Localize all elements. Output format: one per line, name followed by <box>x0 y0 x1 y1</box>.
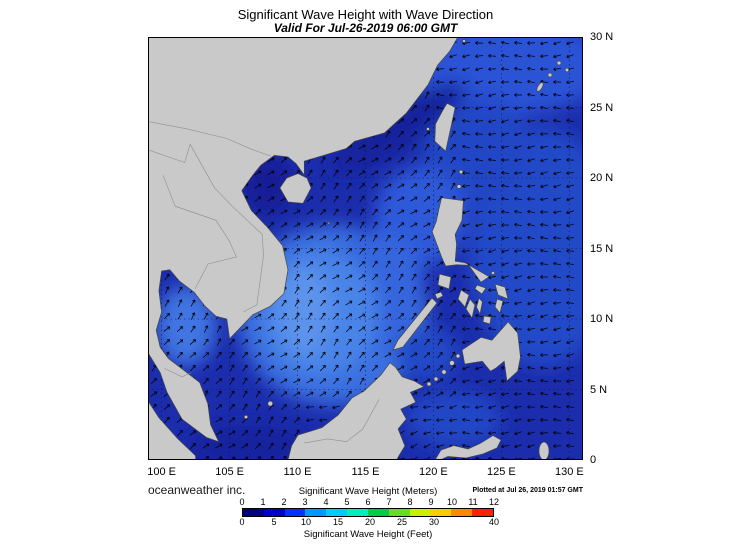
island-sulu-2 <box>433 376 439 382</box>
map-frame <box>148 37 583 460</box>
colorbar-segment <box>263 509 285 516</box>
legend-meters-ticks: 0 1 2 3 4 5 6 7 8 9 10 11 12 <box>239 497 499 508</box>
island-catanduanes <box>491 271 495 275</box>
island-sulu-1 <box>426 381 432 387</box>
colorbar-segment <box>409 509 431 516</box>
lon-label-115e: 115 E <box>351 466 380 478</box>
chart-title: Significant Wave Height with Wave Direct… <box>237 7 494 22</box>
island-penghu <box>426 127 430 131</box>
colorbar-segment <box>347 509 368 516</box>
colorbar <box>242 508 494 517</box>
credit-text: oceanweather inc. <box>148 483 246 497</box>
island-ryukyu-2 <box>556 60 562 66</box>
lon-label-105e: 105 E <box>215 466 244 478</box>
lat-label-5n: 5 N <box>590 383 608 396</box>
land-leyte <box>494 298 504 314</box>
island-natuna <box>267 400 274 407</box>
land-samar <box>494 283 509 300</box>
land-mindoro <box>437 273 452 290</box>
island-paracel <box>327 221 331 225</box>
land-negros <box>465 298 476 319</box>
lat-label-0: 0 <box>590 454 597 466</box>
island-sulu-3 <box>441 369 447 375</box>
island-sulu-5 <box>455 353 461 359</box>
meters-tick: 11 <box>468 497 478 507</box>
land-bohol <box>482 315 492 325</box>
lat-label-10n: 10 N <box>590 313 614 325</box>
colorbar-segment <box>472 509 493 516</box>
meters-tick: 12 <box>488 497 500 507</box>
island-babuyan <box>456 184 462 189</box>
colorbar-segment <box>326 509 348 516</box>
legend-feet-title: Significant Wave Height (Feet) <box>303 529 433 540</box>
colorbar-segment <box>388 509 410 516</box>
colorbar-segment <box>451 509 473 516</box>
lon-label-125e: 125 E <box>487 466 516 478</box>
colorbar-segment <box>243 509 264 516</box>
lat-label-20n: 20 N <box>590 172 614 184</box>
lat-label-15n: 15 N <box>590 242 614 255</box>
legend-feet-ticks: 0 5 10 15 20 25 30 40 <box>239 517 499 529</box>
lon-label-120e: 120 E <box>419 466 448 478</box>
feet-tick: 10 <box>300 517 312 527</box>
land-sumatra <box>148 400 196 460</box>
meters-tick: 3 <box>302 497 308 507</box>
feet-tick: 20 <box>365 517 376 527</box>
land-borneo <box>287 362 425 460</box>
island-batanes <box>458 169 464 175</box>
land-sulawesi <box>434 435 502 460</box>
wave-map-svg <box>148 37 583 460</box>
feet-tick: 15 <box>332 517 344 527</box>
chart-subtitle: Valid For Jul-26-2019 06:00 GMT <box>273 21 458 35</box>
land-halmahera <box>538 441 550 460</box>
meters-tick: 9 <box>428 497 434 507</box>
wave-map <box>148 37 583 460</box>
feet-tick: 30 <box>429 517 440 527</box>
land-cebu <box>476 297 483 316</box>
island-ryukyu-3 <box>564 67 570 73</box>
colorbar-segment <box>430 509 452 516</box>
feet-tick: 25 <box>397 517 408 527</box>
meters-tick: 4 <box>323 497 329 507</box>
legend-meters-title: Significant Wave Height (Meters) <box>298 486 438 497</box>
meters-tick: 8 <box>407 497 413 507</box>
land-luzon <box>431 197 490 283</box>
land-panay <box>457 289 470 308</box>
meters-tick: 0 <box>239 497 245 507</box>
colorbar-segment <box>305 509 327 516</box>
plotted-timestamp: Plotted at Jul 26, 2019 01:57 GMT <box>472 487 584 494</box>
meters-tick: 7 <box>386 497 392 507</box>
border-layer <box>148 121 380 444</box>
island-anambas <box>243 414 249 420</box>
lat-label-25n: 25 N <box>590 101 614 114</box>
island-ryukyu-1 <box>547 72 553 78</box>
land-masbate <box>474 284 487 295</box>
land-busuanga <box>434 291 444 300</box>
lon-label-130e: 130 E <box>555 466 584 478</box>
land-hainan <box>279 173 312 204</box>
lon-label-110e: 110 E <box>283 466 312 478</box>
meters-tick: 6 <box>365 497 371 507</box>
legend: Significant Wave Height (Meters) 0 1 2 3… <box>239 486 499 540</box>
feet-tick: 5 <box>271 517 277 527</box>
meters-tick: 2 <box>281 497 287 507</box>
meters-tick: 5 <box>344 497 350 507</box>
island-zhoushan <box>462 39 466 43</box>
feet-tick: 0 <box>239 517 245 527</box>
land-taiwan <box>434 102 456 152</box>
lat-label-30n: 30 N <box>590 31 614 43</box>
island-okinawa <box>536 82 544 92</box>
land-mindanao <box>461 321 521 382</box>
lon-label-100e: 100 E <box>147 466 176 478</box>
meters-tick: 10 <box>446 497 457 507</box>
feet-tick: 40 <box>488 517 500 527</box>
colorbar-segment <box>367 509 389 516</box>
island-sulu-4 <box>449 360 455 366</box>
land-palawan <box>392 297 438 351</box>
meters-tick: 1 <box>260 497 266 507</box>
colorbar-segment <box>284 509 306 516</box>
